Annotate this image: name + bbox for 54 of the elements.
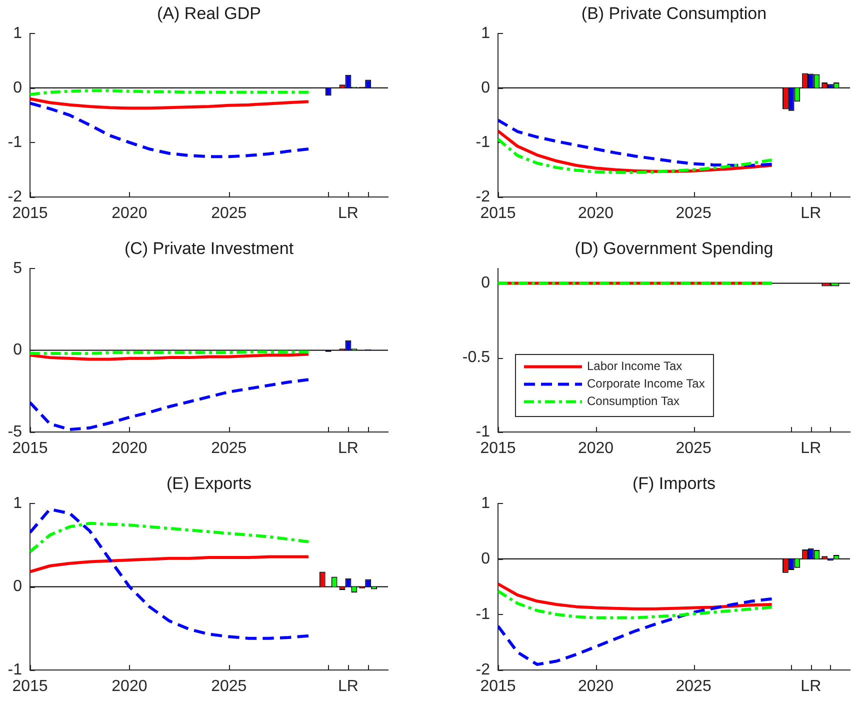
x-tick-label: LR <box>338 678 358 696</box>
y-tick-label: 0 <box>481 550 490 568</box>
y-tick-label: -1 <box>476 606 490 623</box>
x-tick-label: 2015 <box>480 678 516 696</box>
y-tick-label: -1 <box>8 661 22 678</box>
y-tick-label: -1 <box>8 134 22 151</box>
x-tick-label: LR <box>800 678 822 696</box>
y-tick-label: 1 <box>13 24 22 42</box>
x-tick-label: 2015 <box>480 440 516 458</box>
x-tick-label: 2020 <box>578 205 614 222</box>
y-tick-label: -2 <box>476 188 490 206</box>
x-tick-label: LR <box>338 205 358 222</box>
y-tick-label: 1 <box>481 24 490 42</box>
x-tick-label: 2020 <box>112 440 148 458</box>
chart-title: (C) Private Investment <box>124 238 294 258</box>
legend-label: Consumption Tax <box>587 394 680 408</box>
legend-label: Corporate Income Tax <box>587 376 705 391</box>
x-tick-label: 2015 <box>12 205 48 222</box>
y-tick-label: 1 <box>481 494 490 512</box>
chart-title: (B) Private Consumption <box>581 4 767 23</box>
y-tick-label: -5 <box>8 423 22 440</box>
legend-label: Labor Income Tax <box>587 359 682 374</box>
x-tick-label: 2020 <box>578 440 614 458</box>
y-tick-label: 0 <box>13 578 22 596</box>
x-tick-label: 2025 <box>676 205 712 222</box>
y-tick-label: 5 <box>13 260 22 277</box>
x-tick-label: 2020 <box>578 678 614 696</box>
x-tick-label: LR <box>338 440 358 458</box>
x-tick-label: 2025 <box>211 678 247 696</box>
x-tick-label: 2015 <box>12 678 48 696</box>
x-tick-label: 2020 <box>112 678 148 696</box>
chart-title: (D) Government Spending <box>574 238 774 258</box>
y-tick-label: -0.5 <box>462 349 490 366</box>
x-tick-label: LR <box>800 205 822 222</box>
y-tick-label: 0 <box>13 79 22 96</box>
x-tick-label: 2020 <box>112 205 148 222</box>
x-tick-label: 2015 <box>480 205 516 222</box>
chart-title: (F) Imports <box>632 474 716 493</box>
chart-title: (A) Real GDP <box>157 4 261 23</box>
y-tick-label: 1 <box>13 494 22 512</box>
x-tick-label: 2025 <box>211 440 247 458</box>
x-tick-label: 2025 <box>211 205 247 222</box>
x-tick-label: 2025 <box>676 678 712 696</box>
y-tick-label: -2 <box>476 661 490 678</box>
y-tick-label: -1 <box>476 134 490 151</box>
y-tick-label: 0 <box>481 79 490 96</box>
x-tick-label: 2025 <box>676 440 712 458</box>
x-tick-label: 2015 <box>12 440 48 458</box>
y-tick-label: -1 <box>476 423 490 440</box>
x-tick-label: LR <box>800 440 822 458</box>
y-tick-label: 0 <box>481 274 490 292</box>
y-tick-label: 0 <box>13 342 22 359</box>
y-tick-label: -2 <box>8 188 22 206</box>
chart-title: (E) Exports <box>166 474 252 493</box>
